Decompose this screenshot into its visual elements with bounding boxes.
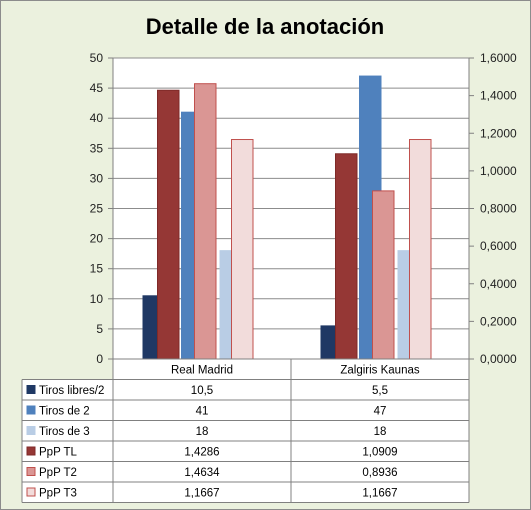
y-tick-label-left: 5 xyxy=(96,322,103,336)
data-label: 1,0909 xyxy=(362,447,397,459)
y-tick-label-left: 25 xyxy=(90,202,104,216)
data-label: 0,8936 xyxy=(362,467,397,479)
data-label: 47 xyxy=(374,406,387,418)
legend-label: PpP T3 xyxy=(39,488,77,500)
bar-right-axis xyxy=(372,190,395,360)
y-tick-label-right: 0,2000 xyxy=(480,314,517,328)
y-tick-label-right: 1,4000 xyxy=(480,89,517,103)
legend-label: PpP TL xyxy=(39,447,78,459)
legend-key xyxy=(26,487,36,497)
data-label: 10,5 xyxy=(191,385,213,397)
category-label: Real Madrid xyxy=(171,365,233,377)
data-table: Real Madrid Zalgiris Kaunas Tiros libres/2… xyxy=(21,358,470,503)
y-tick-label-left: 0 xyxy=(96,352,103,366)
data-label: 41 xyxy=(196,406,209,418)
y-tick-label-left: 30 xyxy=(90,171,104,185)
chart-title: Detalle de la anotación xyxy=(146,14,384,39)
bar-right-axis xyxy=(409,139,432,360)
legend-key xyxy=(26,426,36,435)
data-label: 18 xyxy=(374,426,387,438)
legend-key xyxy=(26,467,36,476)
y-tick-label-left: 40 xyxy=(90,111,104,125)
data-label: 1,1667 xyxy=(184,488,219,500)
y-tick-label-left: 20 xyxy=(90,232,104,246)
data-label: 1,4634 xyxy=(184,467,220,479)
legend-label: PpP T2 xyxy=(39,467,77,479)
bar-right-axis xyxy=(231,139,254,360)
data-label: 5,5 xyxy=(372,385,388,397)
bar-right-axis xyxy=(157,89,180,360)
legend-label: Tiros de 2 xyxy=(39,406,90,418)
data-label: 1,1667 xyxy=(362,488,397,500)
data-label: 1,4286 xyxy=(184,447,219,459)
y-tick-label-left: 10 xyxy=(90,292,104,306)
y-tick-label-left: 35 xyxy=(90,141,104,155)
y-tick-label-right: 1,6000 xyxy=(480,51,517,65)
legend-label: Tiros libres/2 xyxy=(39,385,104,397)
y-tick-label-right: 0,6000 xyxy=(480,239,517,253)
legend-key xyxy=(26,446,36,456)
legend-label: Tiros de 3 xyxy=(39,426,90,438)
axes: 0 5 10 15 20 25 30 35 40 45 50 0,0000 0,2000 0,4000 0,… xyxy=(90,51,517,366)
y-tick-label-right: 1,0000 xyxy=(480,164,517,178)
bar-right-axis xyxy=(335,153,358,360)
plot-area xyxy=(113,57,469,360)
y-tick-label-right: 0,8000 xyxy=(480,202,517,216)
legend-key xyxy=(26,405,36,415)
bar-right-axis xyxy=(194,83,217,360)
category-label: Zalgiris Kaunas xyxy=(340,365,420,377)
legend-key xyxy=(26,385,36,394)
y-tick-label-left: 15 xyxy=(90,262,104,276)
y-tick-label-right: 0,4000 xyxy=(480,277,517,291)
y-tick-label-left: 50 xyxy=(90,51,104,65)
y-tick-label-right: 1,2000 xyxy=(480,126,517,140)
y-tick-label-left: 45 xyxy=(90,81,104,95)
data-label: 18 xyxy=(196,426,209,438)
y-tick-label-right: 0,0000 xyxy=(480,352,517,366)
